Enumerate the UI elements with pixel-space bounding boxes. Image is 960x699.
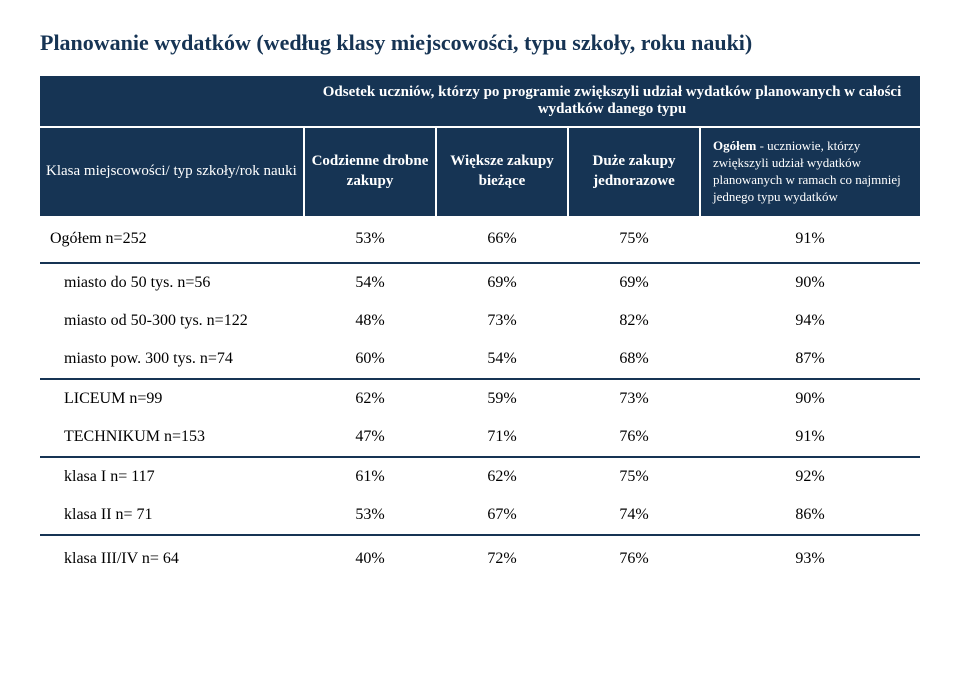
cell-value: 47%: [304, 418, 436, 457]
cell-value: 67%: [436, 496, 568, 535]
cell-value: 61%: [304, 457, 436, 496]
cell-value: 90%: [700, 379, 920, 418]
cell-label: LICEUM n=99: [40, 379, 304, 418]
cell-value: 71%: [436, 418, 568, 457]
cell-value: 86%: [700, 496, 920, 535]
table-row: miasto pow. 300 tys. n=74 60% 54% 68% 87…: [40, 340, 920, 379]
cell-label: klasa III/IV n= 64: [40, 535, 304, 578]
cell-value: 92%: [700, 457, 920, 496]
cell-value: 76%: [568, 535, 700, 578]
cell-value: 90%: [700, 263, 920, 302]
cell-value: 62%: [304, 379, 436, 418]
cell-value: 87%: [700, 340, 920, 379]
header-col1: Codzienne drobne zakupy: [304, 127, 436, 216]
cell-label: klasa II n= 71: [40, 496, 304, 535]
cell-value: 53%: [304, 216, 436, 263]
cell-value: 69%: [436, 263, 568, 302]
table-header-row-1: Odsetek uczniów, którzy po programie zwi…: [40, 76, 920, 127]
cell-value: 48%: [304, 302, 436, 340]
cell-value: 72%: [436, 535, 568, 578]
cell-value: 54%: [436, 340, 568, 379]
header-col0: Klasa miejscowości/ typ szkoły/rok nauki: [40, 127, 304, 216]
cell-value: 76%: [568, 418, 700, 457]
cell-value: 73%: [436, 302, 568, 340]
cell-value: 82%: [568, 302, 700, 340]
data-table: Odsetek uczniów, którzy po programie zwi…: [40, 76, 920, 578]
cell-value: 66%: [436, 216, 568, 263]
cell-value: 54%: [304, 263, 436, 302]
cell-value: 53%: [304, 496, 436, 535]
cell-value: 75%: [568, 216, 700, 263]
cell-value: 69%: [568, 263, 700, 302]
cell-value: 93%: [700, 535, 920, 578]
header-spanner: Odsetek uczniów, którzy po programie zwi…: [304, 76, 920, 127]
cell-value: 74%: [568, 496, 700, 535]
cell-label: klasa I n= 117: [40, 457, 304, 496]
header-col4-bold: Ogółem: [713, 138, 756, 153]
header-empty: [40, 76, 304, 127]
cell-label: miasto od 50-300 tys. n=122: [40, 302, 304, 340]
cell-value: 68%: [568, 340, 700, 379]
cell-value: 59%: [436, 379, 568, 418]
header-col4: Ogółem - uczniowie, którzy zwiększyli ud…: [700, 127, 920, 216]
table-row: klasa I n= 117 61% 62% 75% 92%: [40, 457, 920, 496]
cell-label: Ogółem n=252: [40, 216, 304, 263]
cell-value: 94%: [700, 302, 920, 340]
cell-value: 91%: [700, 216, 920, 263]
cell-label: miasto do 50 tys. n=56: [40, 263, 304, 302]
table-row: klasa III/IV n= 64 40% 72% 76% 93%: [40, 535, 920, 578]
table-header-row-2: Klasa miejscowości/ typ szkoły/rok nauki…: [40, 127, 920, 216]
table-row: miasto od 50-300 tys. n=122 48% 73% 82% …: [40, 302, 920, 340]
table-row: TECHNIKUM n=153 47% 71% 76% 91%: [40, 418, 920, 457]
header-col3: Duże zakupy jednorazowe: [568, 127, 700, 216]
cell-value: 91%: [700, 418, 920, 457]
table-row: LICEUM n=99 62% 59% 73% 90%: [40, 379, 920, 418]
cell-value: 75%: [568, 457, 700, 496]
header-col2: Większe zakupy bieżące: [436, 127, 568, 216]
page-title: Planowanie wydatków (według klasy miejsc…: [40, 30, 920, 56]
table-row: klasa II n= 71 53% 67% 74% 86%: [40, 496, 920, 535]
table-row-total: Ogółem n=252 53% 66% 75% 91%: [40, 216, 920, 263]
table-row: miasto do 50 tys. n=56 54% 69% 69% 90%: [40, 263, 920, 302]
cell-value: 60%: [304, 340, 436, 379]
cell-value: 73%: [568, 379, 700, 418]
cell-label: miasto pow. 300 tys. n=74: [40, 340, 304, 379]
cell-value: 40%: [304, 535, 436, 578]
cell-value: 62%: [436, 457, 568, 496]
cell-label: TECHNIKUM n=153: [40, 418, 304, 457]
